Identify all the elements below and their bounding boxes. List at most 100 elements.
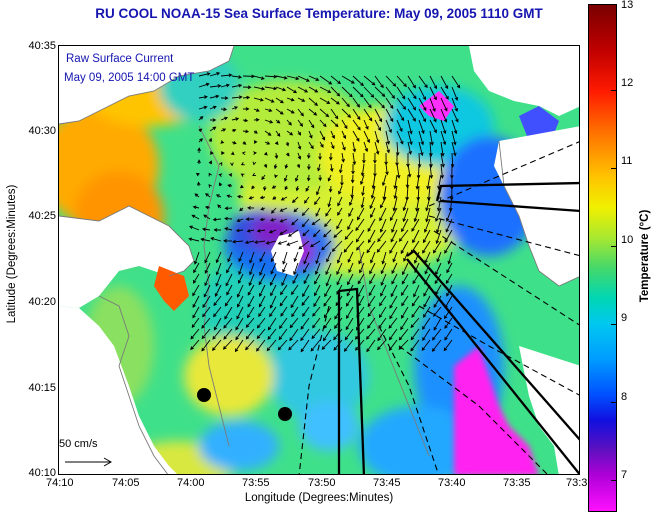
current-arrow — [415, 196, 420, 212]
current-arrow — [236, 284, 244, 298]
current-arrow — [218, 173, 223, 177]
current-arrow — [245, 339, 255, 351]
current-arrow — [236, 306, 244, 320]
current-arrow — [401, 295, 409, 307]
current-arrow — [220, 83, 230, 88]
current-arrow — [286, 108, 295, 114]
current-arrow — [367, 218, 376, 233]
current-arrow — [360, 196, 365, 209]
current-arrow — [363, 97, 372, 109]
current-arrow — [200, 237, 211, 242]
current-arrow — [422, 229, 431, 244]
current-arrow — [231, 75, 243, 79]
current-arrow — [413, 251, 420, 264]
current-arrow — [382, 185, 387, 201]
current-arrow — [367, 295, 376, 308]
current-arrow — [235, 228, 244, 233]
current-arrow — [302, 306, 310, 317]
current-arrow — [325, 273, 332, 287]
current-arrow — [297, 152, 302, 160]
current-arrow — [270, 284, 277, 297]
current-arrow — [275, 119, 281, 124]
current-arrow — [429, 163, 434, 179]
current-arrow — [379, 295, 387, 307]
current-arrow — [203, 284, 211, 298]
current-arrow — [312, 229, 321, 238]
current-arrow — [287, 229, 299, 237]
current-arrow — [319, 141, 324, 148]
current-arrow — [259, 284, 266, 297]
current-arrow — [341, 108, 352, 118]
current-arrow — [429, 108, 437, 123]
current-arrow — [249, 251, 255, 264]
current-arrow — [242, 129, 250, 134]
current-arrow — [436, 251, 442, 263]
current-arrow — [440, 152, 445, 168]
current-arrow — [224, 295, 233, 307]
current-arrow — [407, 86, 417, 100]
current-arrow — [224, 206, 233, 211]
current-arrow — [433, 306, 442, 317]
current-arrow — [231, 95, 243, 99]
sst-map[interactable]: Raw Surface Current May 09, 2005 14:00 G… — [58, 45, 580, 475]
current-arrow — [311, 328, 321, 340]
current-arrow — [297, 141, 302, 150]
current-arrow — [403, 251, 409, 262]
current-arrow — [380, 196, 387, 209]
current-arrow — [407, 141, 412, 155]
current-arrow — [208, 183, 213, 188]
current-arrow — [236, 295, 244, 308]
current-arrow — [231, 117, 240, 121]
current-arrow — [348, 207, 354, 217]
current-arrow — [261, 174, 266, 181]
current-arrow — [222, 339, 233, 350]
current-arrow — [352, 86, 364, 98]
current-arrow — [344, 328, 354, 341]
current-arrow — [426, 174, 431, 190]
current-arrow — [374, 130, 380, 144]
x-tick-label: 73:3 — [566, 477, 588, 489]
current-arrow — [360, 163, 365, 177]
current-arrow — [303, 251, 310, 265]
y-tick-label: 40:30 — [28, 125, 56, 137]
current-arrow — [192, 273, 200, 284]
current-arrow — [208, 137, 213, 143]
current-arrow — [401, 218, 409, 233]
current-arrow — [318, 174, 322, 182]
current-arrow — [425, 196, 431, 212]
current-arrow — [193, 251, 200, 265]
y-tick-label: 40:25 — [28, 210, 56, 222]
current-arrow — [336, 273, 343, 286]
current-arrow — [303, 262, 310, 274]
current-arrow — [350, 185, 354, 199]
x-tick-label: 73:45 — [373, 477, 401, 489]
current-arrow — [277, 339, 288, 351]
current-arrow — [368, 229, 376, 244]
current-arrow — [418, 141, 424, 157]
current-arrow — [209, 72, 221, 77]
current-arrow — [301, 207, 310, 217]
current-arrow — [440, 86, 449, 100]
current-arrow — [227, 183, 233, 188]
current-arrow — [264, 108, 273, 113]
current-arrow — [247, 206, 255, 210]
current-arrow — [231, 106, 239, 110]
current-arrow — [440, 141, 445, 157]
current-arrow — [327, 174, 332, 182]
current-arrow — [396, 119, 403, 133]
current-arrow — [423, 218, 431, 233]
current-arrow — [273, 163, 278, 170]
current-arrow — [379, 218, 387, 233]
current-arrow — [451, 130, 457, 146]
current-arrow — [360, 174, 365, 186]
current-arrow — [392, 196, 398, 212]
current-arrow — [370, 207, 376, 219]
current-arrow — [197, 159, 201, 165]
current-arrow — [319, 108, 330, 118]
current-arrow — [267, 328, 277, 340]
current-arrow — [291, 218, 299, 226]
current-arrow — [251, 185, 255, 190]
current-arrow — [297, 108, 304, 117]
current-arrow — [369, 273, 376, 285]
current-arrow — [325, 262, 332, 276]
